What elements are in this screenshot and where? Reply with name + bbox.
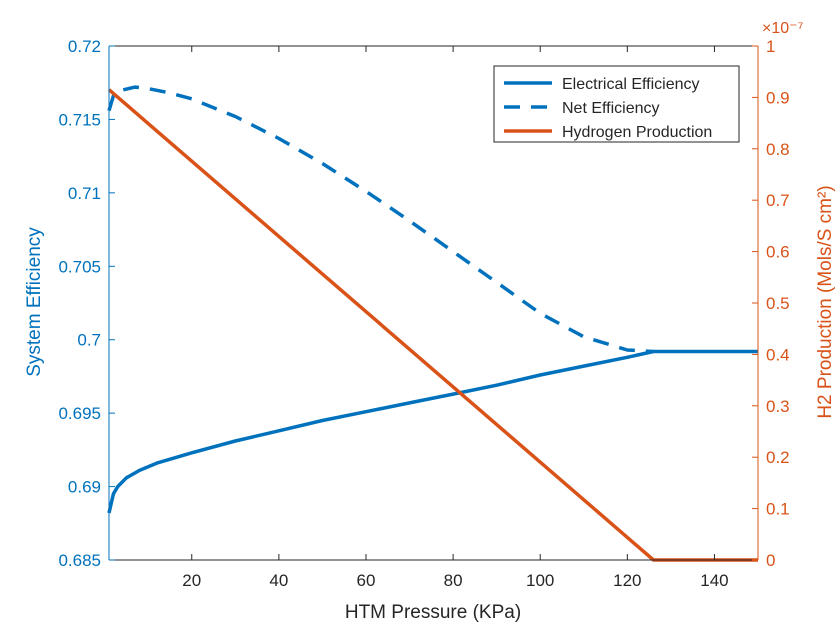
plot-area — [107, 85, 758, 562]
x-tick-label: 140 — [700, 571, 728, 590]
series-line-electrical-efficiency — [107, 349, 758, 514]
right-y-tick-label: 0.7 — [766, 191, 790, 210]
right-y-tick-label: 0.8 — [766, 140, 790, 159]
axes: 20 40 60 80 100 120 140 0.685 0.69 0.695 0.7 0.705 0… — [58, 37, 789, 590]
x-axis-label: HTM Pressure (KPa) — [345, 602, 521, 623]
right-y-tick-label: 1 — [766, 37, 775, 56]
right-y-tick-label: 0 — [766, 551, 775, 570]
series-line-hydrogen-production — [107, 88, 758, 562]
right-y-tick-label: 0.3 — [766, 397, 790, 416]
series-line-net-efficiency — [107, 85, 654, 354]
left-y-tick-label: 0.705 — [58, 257, 101, 276]
right-y-axis-label: H2 Production (Mols/S cm²) — [815, 185, 836, 418]
right-axis-exponent-label: ×10⁻⁷ — [762, 20, 804, 37]
left-y-tick-label: 0.7 — [77, 331, 101, 350]
right-y-tick-label: 0.5 — [766, 294, 790, 313]
x-tick-label: 100 — [526, 571, 554, 590]
right-y-tick-label: 0.2 — [766, 448, 790, 467]
x-tick-label: 20 — [182, 571, 201, 590]
x-tick-label: 40 — [269, 571, 288, 590]
legend-label: Electrical Efficiency — [562, 76, 700, 93]
left-y-tick-label: 0.72 — [68, 37, 101, 56]
x-tick-label: 120 — [613, 571, 641, 590]
x-tick-label: 80 — [444, 571, 463, 590]
right-y-tick-label: 0.4 — [766, 345, 790, 364]
right-y-tick-label: 0.6 — [766, 243, 790, 262]
left-y-tick-label: 0.71 — [68, 184, 101, 203]
left-y-tick-label: 0.715 — [58, 110, 101, 129]
left-y-tick-label: 0.685 — [58, 551, 101, 570]
left-y-tick-label: 0.69 — [68, 478, 101, 497]
legend-label: Net Efficiency — [562, 100, 660, 117]
x-tick-label: 60 — [357, 571, 376, 590]
legend: Electrical Efficiency Net Efficiency Hydro… — [493, 65, 740, 143]
left-y-axis-label: System Efficiency — [24, 227, 45, 377]
left-y-tick-label: 0.695 — [58, 404, 101, 423]
right-y-tick-label: 0.9 — [766, 88, 790, 107]
legend-label: Hydrogen Production — [562, 124, 712, 141]
right-y-tick-label: 0.1 — [766, 500, 790, 519]
